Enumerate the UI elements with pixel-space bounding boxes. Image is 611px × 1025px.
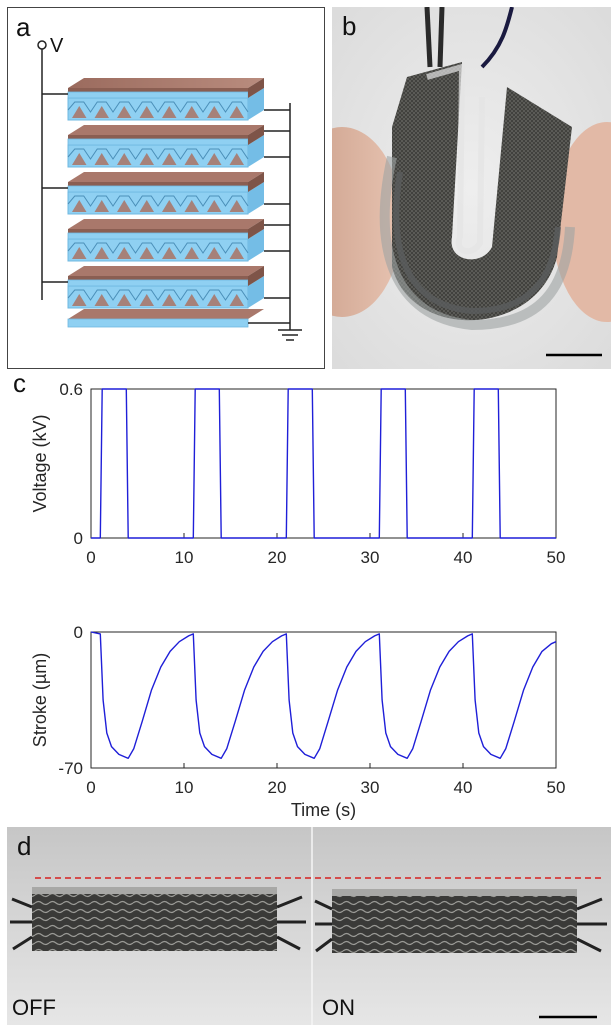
folded-sheet (392, 62, 572, 321)
x-tick-label: 20 (268, 548, 287, 567)
dielectric-layer (67, 182, 264, 215)
panel-a-schematic: a V (7, 7, 325, 369)
panel-b-label: b (342, 11, 357, 41)
actuator-stack-diagram: V (37, 35, 302, 341)
x-tick-label: 0 (86, 778, 95, 797)
electrode-plate (42, 172, 264, 193)
panel-a-label: a (16, 12, 31, 42)
plot-frame (90, 631, 557, 769)
x-tick-label: 20 (268, 778, 287, 797)
x-tick-label: 10 (175, 548, 194, 567)
ground-icon (278, 329, 302, 341)
dielectric-layer (67, 135, 264, 168)
x-tick-label: 50 (547, 778, 566, 797)
x-tick-label: 30 (361, 548, 380, 567)
x-tick-label: 50 (547, 548, 566, 567)
y-tick-label: -70 (58, 759, 83, 778)
series-line (90, 631, 557, 759)
off-label: OFF (12, 995, 56, 1020)
electrode-plate (67, 219, 290, 240)
x-tick-label: 40 (454, 548, 473, 567)
x-axis-label: Time (s) (291, 800, 356, 820)
off-on-comparison-photo (7, 827, 611, 1025)
x-tick-label: 10 (175, 778, 194, 797)
y-axis-label: Voltage (kV) (30, 414, 50, 512)
layer-stack (42, 78, 290, 328)
y-axis-label: Stroke (µm) (30, 653, 50, 747)
x-tick-label: 40 (454, 778, 473, 797)
y-tick-label: 0.6 (59, 380, 83, 399)
voltage-chart: 0 10 20 30 40 50 0 0.6 Voltage (kV) (30, 380, 565, 567)
electrode-plate (42, 266, 264, 287)
on-label: ON (322, 995, 355, 1020)
x-tick-label: 0 (86, 548, 95, 567)
panel-c-label: c (13, 368, 26, 398)
plot-frame (90, 388, 557, 539)
y-tick-label: 0 (74, 623, 83, 642)
on-sample (314, 889, 607, 953)
folded-actuator-photo (332, 7, 611, 369)
y-tick-label: 0 (74, 529, 83, 548)
off-sample (10, 887, 306, 951)
voltage-terminal (37, 40, 47, 50)
electrode-plate (42, 78, 264, 99)
electrode-plate (67, 125, 290, 146)
series-line (91, 388, 556, 539)
x-tick-label: 30 (361, 778, 380, 797)
dielectric-layer (67, 88, 264, 121)
panel-c-charts: 0 10 20 30 40 50 0 0.6 Voltage (kV) 0 10 20 30 40 50 -… (30, 380, 565, 820)
voltage-label: V (50, 35, 64, 57)
panel-b-photo: b (332, 7, 611, 369)
panel-d-label: d (17, 831, 32, 861)
panel-d-photo: d OFF ON (7, 827, 611, 1025)
